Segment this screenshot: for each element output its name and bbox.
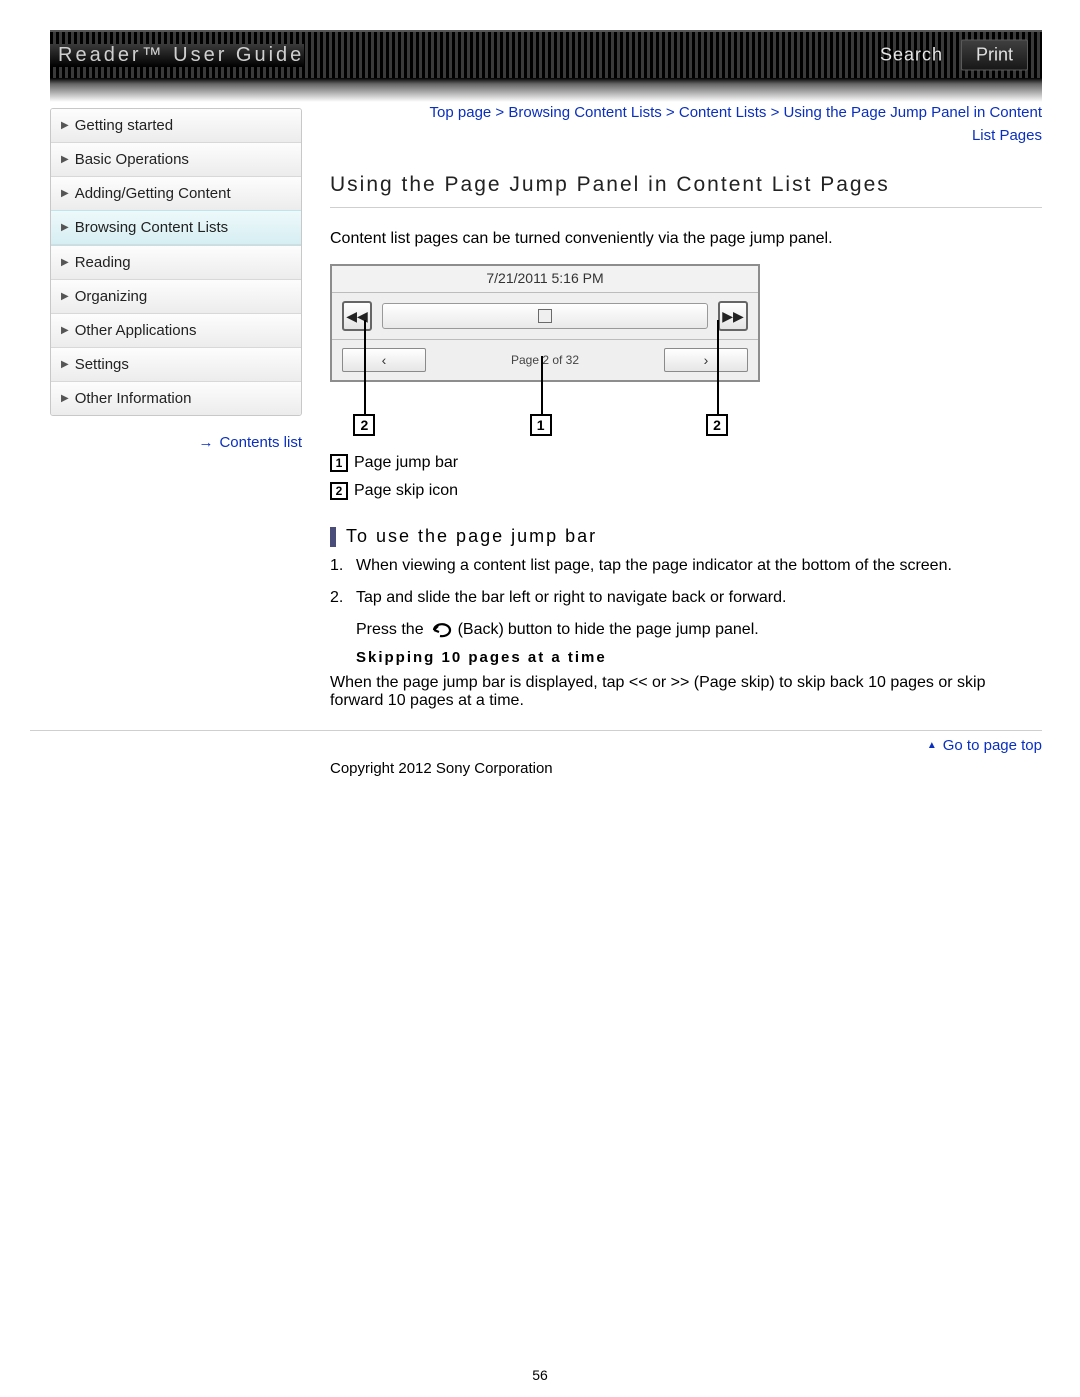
contents-list-label: Contents list [219,434,302,451]
substep: Press the (Back) button to hide the page… [356,621,1042,639]
legend-label: Page skip icon [354,482,458,500]
step-number: 2. [330,589,343,607]
breadcrumb-line-2: List Pages [972,127,1042,144]
sidebar-item-settings[interactable]: ▶ Settings [51,347,301,381]
sidebar-item-getting-started[interactable]: ▶ Getting started [51,109,301,142]
substep-after: button to hide the page jump panel. [508,621,759,639]
legend-row: 2 Page skip icon [330,482,1042,500]
chevron-right-icon: ▶ [61,359,69,370]
callout-number: 1 [530,414,552,436]
arrow-right-icon: → [198,434,213,451]
steps-list: 1. When viewing a content list page, tap… [330,557,1042,607]
chevron-right-icon: ▶ [61,120,69,131]
go-to-top-link[interactable]: ▲ Go to page top [330,737,1042,754]
title-rule [330,207,1042,208]
sidebar: ▶ Getting started ▶ Basic Operations ▶ A… [50,108,302,777]
callout-line [541,356,543,414]
sidebar-item-basic-operations[interactable]: ▶ Basic Operations [51,142,301,176]
accent-bar-icon [330,527,336,547]
app-title: Reader™ User Guide [50,44,304,67]
intro-text: Content list pages can be turned conveni… [330,230,1042,248]
figure-callouts: 2 1 2 [330,384,760,444]
legend-number: 2 [330,482,348,500]
page-jump-bar [382,303,708,329]
copyright: Copyright 2012 Sony Corporation [330,760,1042,777]
step-number: 1. [330,557,343,575]
page-number: 56 [532,1367,548,1383]
sidebar-item-label: Adding/Getting Content [75,185,231,202]
sidebar-item-reading[interactable]: ▶ Reading [51,245,301,279]
step-item: 1. When viewing a content list page, tap… [330,557,1042,575]
chevron-right-icon: ▶ [61,188,69,199]
chevron-right-icon: ▶ [61,222,69,233]
main-content: Top page > Browsing Content Lists > Cont… [330,108,1042,777]
prev-page-icon: ‹ [342,348,426,372]
sidebar-item-label: Getting started [75,117,173,134]
search-link[interactable]: Search [880,45,943,66]
step-item: 2. Tap and slide the bar left or right t… [330,589,1042,607]
sidebar-item-label: Reading [75,254,131,271]
sidebar-item-other-apps[interactable]: ▶ Other Applications [51,313,301,347]
sidebar-item-label: Other Information [75,390,192,407]
skip-heading: Skipping 10 pages at a time [356,649,1042,666]
substep-back-label: (Back) [458,621,504,639]
breadcrumb[interactable]: Top page > Browsing Content Lists > Cont… [330,102,1042,147]
skip-forward-icon: ▶▶ [718,301,748,331]
callout-number: 2 [706,414,728,436]
sidebar-item-label: Organizing [75,288,148,305]
sidebar-menu: ▶ Getting started ▶ Basic Operations ▶ A… [50,108,302,416]
triangle-up-icon: ▲ [927,740,937,751]
chevron-right-icon: ▶ [61,291,69,302]
sidebar-item-label: Basic Operations [75,151,189,168]
figure-timestamp: 7/21/2011 5:16 PM [332,266,758,293]
header-bar: Reader™ User Guide Search Print [50,30,1042,78]
step-text: Tap and slide the bar left or right to n… [356,589,786,606]
section-heading-text: To use the page jump bar [346,526,597,547]
page-jump-figure: 7/21/2011 5:16 PM ◀◀ ▶▶ ‹ Page 2 of 32 › [330,264,760,382]
callout-number: 2 [353,414,375,436]
sidebar-item-other-info[interactable]: ▶ Other Information [51,381,301,415]
page-title: Using the Page Jump Panel in Content Lis… [330,173,1042,197]
legend-number: 1 [330,454,348,472]
chevron-right-icon: ▶ [61,257,69,268]
sidebar-item-label: Settings [75,356,129,373]
breadcrumb-line-1: Top page > Browsing Content Lists > Cont… [430,104,1042,121]
sidebar-item-organizing[interactable]: ▶ Organizing [51,279,301,313]
figure-row-slider: ◀◀ ▶▶ [332,293,758,340]
chevron-right-icon: ▶ [61,393,69,404]
callout-line [364,320,366,414]
callout-line [717,320,719,414]
section-heading: To use the page jump bar [330,526,1042,547]
chevron-right-icon: ▶ [61,154,69,165]
legend-row: 1 Page jump bar [330,454,1042,472]
sidebar-item-adding-content[interactable]: ▶ Adding/Getting Content [51,176,301,210]
footer-rule [30,730,1042,731]
page-indicator: Page 2 of 32 [426,353,664,367]
substep-before: Press the [356,621,424,639]
legend-label: Page jump bar [354,454,458,472]
sidebar-item-label: Other Applications [75,322,197,339]
slider-thumb-icon [538,309,552,323]
step-text: When viewing a content list page, tap th… [356,557,952,574]
skip-body: When the page jump bar is displayed, tap… [330,674,1042,710]
figure-row-pager: ‹ Page 2 of 32 › [332,340,758,380]
chevron-right-icon: ▶ [61,325,69,336]
next-page-icon: › [664,348,748,372]
header-shadow [50,78,1042,102]
go-to-top-label: Go to page top [943,737,1042,754]
skip-back-icon: ◀◀ [342,301,372,331]
sidebar-item-label: Browsing Content Lists [75,219,228,236]
print-button[interactable]: Print [961,40,1028,71]
sidebar-item-browsing-lists[interactable]: ▶ Browsing Content Lists [51,210,301,245]
contents-list-link[interactable]: → Contents list [50,434,302,451]
header-actions: Search Print [880,40,1028,71]
back-icon [430,622,452,638]
